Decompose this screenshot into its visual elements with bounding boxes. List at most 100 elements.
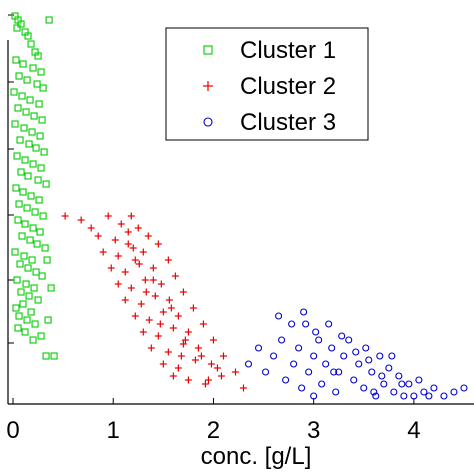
data-point (360, 384, 368, 392)
data-point (13, 24, 21, 32)
data-point (169, 324, 177, 332)
data-point (201, 380, 209, 388)
data-point (184, 376, 192, 384)
data-point (43, 256, 51, 264)
data-point (305, 368, 313, 376)
data-point (174, 312, 182, 320)
data-point (14, 216, 22, 224)
data-point (179, 340, 187, 348)
data-point (24, 32, 32, 40)
data-point (376, 352, 384, 360)
data-point (171, 272, 179, 280)
legend: Cluster 1 Cluster 2 Cluster 3 (165, 27, 369, 141)
data-point (244, 360, 253, 368)
data-point (362, 344, 370, 352)
data-point (17, 288, 25, 296)
data-point (29, 224, 37, 232)
data-point (332, 388, 340, 396)
data-point (177, 352, 185, 360)
data-point (11, 248, 19, 256)
data-point (139, 328, 147, 336)
series-3 (244, 308, 468, 400)
data-point (15, 312, 23, 320)
data-point (217, 372, 225, 380)
data-point (19, 300, 27, 308)
data-point (131, 312, 139, 320)
data-point (32, 144, 40, 152)
data-point (209, 336, 217, 344)
data-point (17, 168, 25, 176)
data-point (450, 388, 458, 396)
data-point (312, 328, 320, 336)
data-point (17, 20, 25, 28)
data-point (124, 240, 132, 248)
data-point (14, 324, 22, 332)
data-point (40, 148, 48, 156)
x-tick-label: 0 (6, 417, 19, 444)
data-point (395, 372, 403, 380)
data-point (131, 256, 139, 264)
data-point (21, 156, 29, 164)
data-point (24, 264, 32, 272)
data-point (129, 244, 137, 252)
data-point (35, 196, 43, 204)
data-point (372, 392, 380, 400)
data-point (164, 256, 172, 264)
data-point (28, 128, 36, 136)
data-point (22, 108, 30, 116)
data-point (352, 348, 360, 356)
legend-label: Cluster 2 (240, 73, 336, 100)
x-axis-ticks: 0 1 2 3 4 (6, 398, 421, 444)
legend-marker (203, 81, 213, 91)
data-point (35, 100, 43, 108)
data-point (114, 252, 122, 260)
data-point (12, 304, 20, 312)
data-point (15, 72, 23, 80)
data-point (191, 356, 199, 364)
x-tick-label: 3 (307, 417, 320, 444)
data-point (29, 160, 37, 168)
data-point (34, 296, 42, 304)
data-point (154, 332, 162, 340)
data-point (18, 232, 26, 240)
data-point (340, 352, 348, 360)
data-point (328, 344, 336, 352)
data-point (137, 300, 145, 308)
data-point (42, 180, 50, 188)
data-point (87, 224, 95, 232)
data-points (10, 12, 468, 400)
data-point (330, 368, 338, 376)
data-point (157, 280, 165, 288)
data-point (127, 284, 135, 292)
data-point (425, 392, 433, 400)
data-point (18, 92, 26, 100)
data-point (164, 348, 172, 356)
data-point (355, 360, 363, 368)
data-point (388, 352, 396, 360)
data-point (28, 256, 36, 264)
data-point (410, 392, 418, 400)
data-point (141, 276, 149, 284)
legend-box (165, 27, 369, 141)
data-point (378, 372, 386, 380)
data-point (149, 276, 157, 284)
data-point (11, 120, 19, 128)
data-point (23, 204, 31, 212)
data-point (27, 192, 35, 200)
data-point (13, 276, 21, 284)
data-point (114, 280, 122, 288)
data-point (315, 336, 323, 344)
data-point (23, 316, 31, 324)
data-point (36, 228, 44, 236)
data-point (34, 176, 42, 184)
data-point (20, 124, 28, 132)
data-point (16, 136, 24, 144)
data-point (36, 132, 44, 140)
data-point (298, 384, 306, 392)
data-point (31, 208, 39, 216)
data-point (385, 364, 393, 372)
data-point (47, 284, 55, 292)
data-point (94, 232, 102, 240)
data-point (405, 380, 413, 388)
data-point (142, 288, 150, 296)
